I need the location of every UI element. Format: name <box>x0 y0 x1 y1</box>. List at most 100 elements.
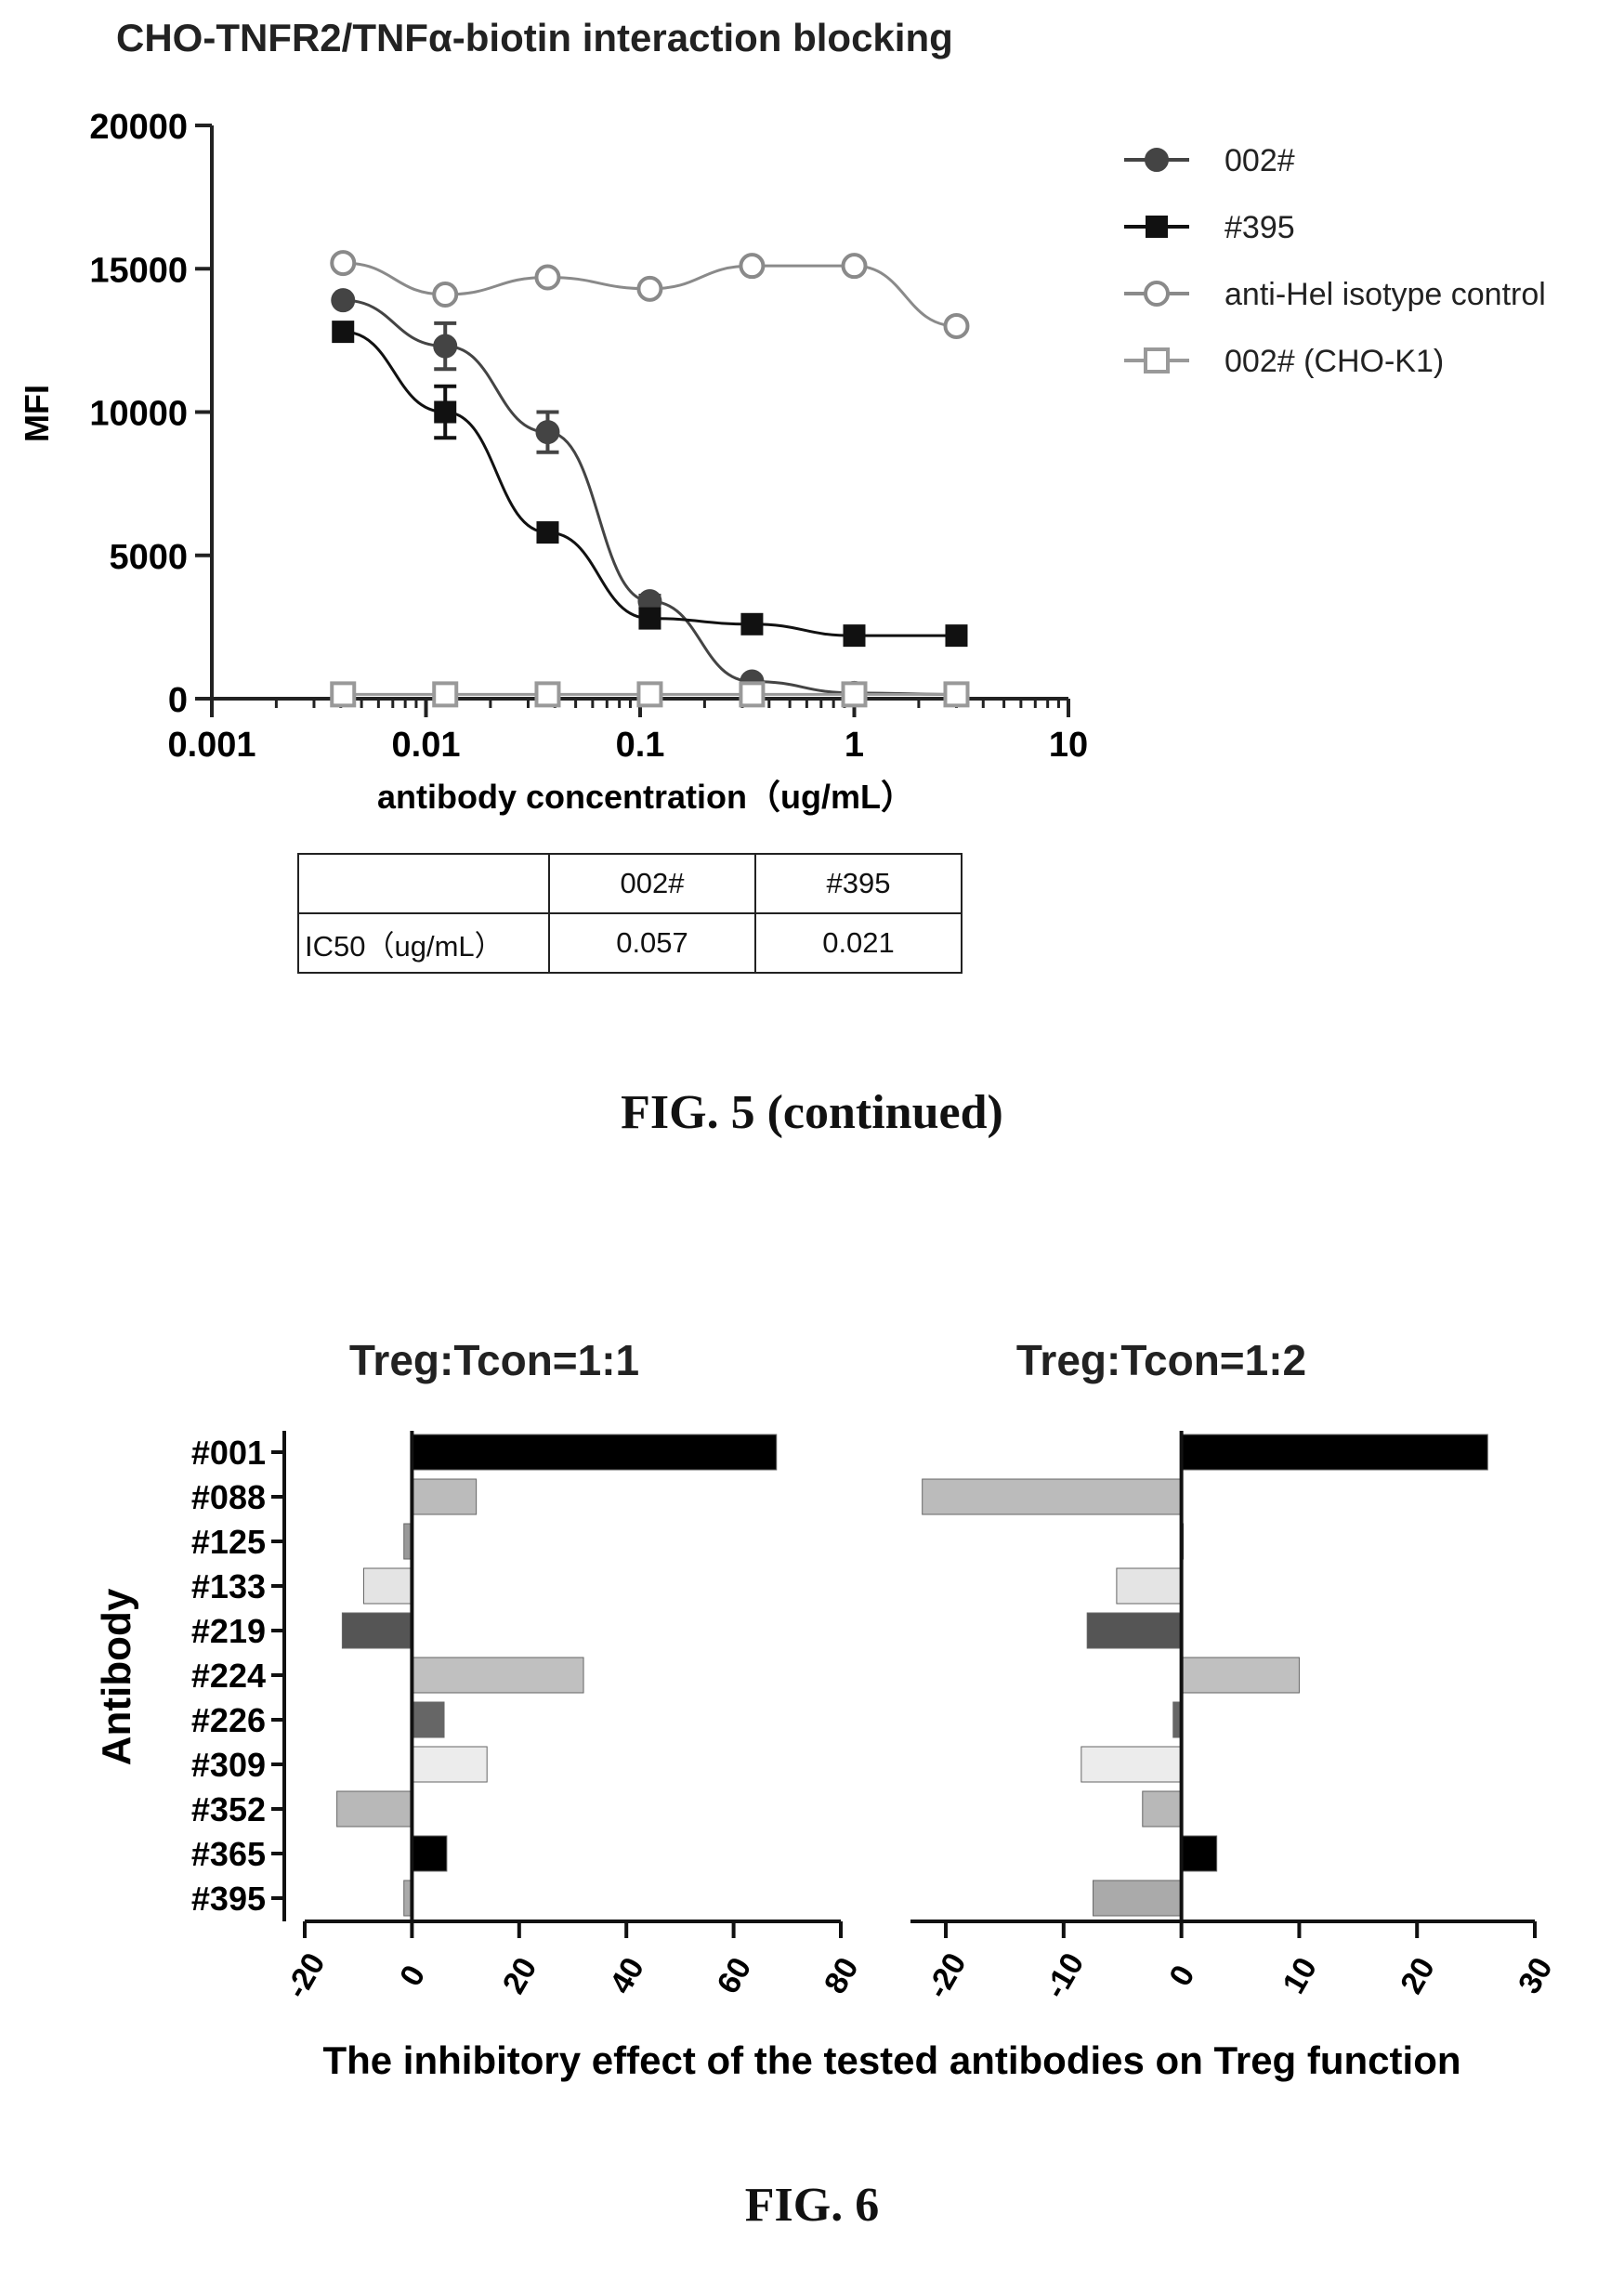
fig5-data-point <box>534 681 561 708</box>
fig6-bar <box>1116 1567 1183 1605</box>
fig6-x-tick-label: 80 <box>818 1952 866 2000</box>
table-header-cell: #395 <box>754 853 963 914</box>
fig5-y-tick-label: 10000 <box>89 395 188 434</box>
fig5-data-point <box>432 681 459 708</box>
fig6-bar-charts: Treg:Tcon=1:1 #001 #088 #125 #133 #219 #224 #22… <box>94 1336 1560 2082</box>
fig5-data-point <box>739 253 766 280</box>
fig5-title: CHO-TNFR2/TNFα-biotin interaction blocki… <box>116 16 953 59</box>
fig5-legend-label: anti-Hel isotype control <box>1225 277 1546 312</box>
fig6-bar <box>411 1478 478 1515</box>
fig5-data-point <box>841 253 868 280</box>
fig6-x-tick-label: 60 <box>711 1952 759 2000</box>
fig6-x-tick-label: 0 <box>393 1959 432 1992</box>
fig5-data-point <box>945 624 968 648</box>
fig5-series-0 <box>331 288 969 707</box>
fig6-category-label: #365 <box>191 1835 266 1873</box>
fig5-data-point <box>739 681 766 708</box>
fig5-y-tick-label: 15000 <box>89 251 188 290</box>
fig6-bar <box>1181 1835 1218 1872</box>
fig6-category-label: #125 <box>191 1523 266 1561</box>
fig6-bar <box>1181 1434 1488 1471</box>
fig5-legend-label: #395 <box>1225 210 1295 245</box>
fig5-data-point <box>434 400 457 424</box>
fig6-bar <box>1093 1880 1183 1917</box>
fig6-x-axis-label: The inhibitory effect of the tested anti… <box>322 2038 1460 2082</box>
fig5-data-point <box>536 521 559 544</box>
fig5-y-tick-label: 0 <box>168 681 188 720</box>
fig6-x-tick-label: 10 <box>1276 1952 1324 2000</box>
fig5-legend-entry: 002# <box>1124 143 1295 178</box>
table-cell: 0.057 <box>548 912 756 974</box>
fig5-data-point <box>943 312 970 339</box>
fig6-bar <box>341 1612 413 1649</box>
fig5-x-tick-label: 0.1 <box>616 726 665 765</box>
table-header-cell: 002# <box>548 853 756 914</box>
fig5-data-point <box>943 681 970 708</box>
fig6-x-tick-label: 0 <box>1162 1959 1201 1992</box>
fig6-x-tick-label: 40 <box>603 1952 651 2000</box>
fig6-caption: FIG. 6 <box>744 2179 880 2232</box>
fig6-bar <box>1080 1746 1183 1783</box>
fig5-series-group <box>330 250 970 708</box>
fig5-data-point <box>433 334 458 359</box>
fig6-category-label: #001 <box>191 1434 266 1472</box>
fig6-y-axis-label: Antibody <box>94 1588 139 1765</box>
fig5-legend-label: 002# (CHO-K1) <box>1225 344 1444 379</box>
fig5-legend-marker <box>1146 216 1168 238</box>
fig6-category-label: #224 <box>191 1657 266 1695</box>
fig6-category-label: #395 <box>191 1880 266 1918</box>
fig6-x-tick-label: 20 <box>1394 1952 1442 2000</box>
fig6-bar <box>411 1657 584 1694</box>
fig5-data-point <box>534 264 561 291</box>
fig6-panel-0: Treg:Tcon=1:1 #001 #088 #125 #133 #219 #224 #22… <box>191 1336 866 2004</box>
fig6-panel-title: Treg:Tcon=1:1 <box>349 1336 639 1384</box>
fig5-data-point <box>432 282 459 308</box>
fig5-legend-marker <box>1144 347 1170 373</box>
fig5-x-axis-label: antibody concentration（ug/mL） <box>377 778 914 816</box>
fig5-series-3 <box>330 681 970 708</box>
table-header-cell <box>297 853 550 914</box>
fig6-bar <box>1142 1790 1183 1828</box>
fig5-legend: 002# #395 anti-Hel isotype control 002# (CH… <box>1124 143 1546 379</box>
fig5-legend-label: 002# <box>1225 143 1295 178</box>
fig5-data-point <box>332 321 355 344</box>
fig5-data-point <box>331 288 356 313</box>
fig6-x-tick-label: -20 <box>279 1947 332 2005</box>
fig6-category-label: #133 <box>191 1567 266 1605</box>
fig5-data-point <box>636 681 663 708</box>
fig6-bar <box>362 1567 413 1605</box>
fig6-panel-1: Treg:Tcon=1:2 -20 -10 0 10 20 30 <box>910 1336 1560 2004</box>
fig6-bar <box>922 1478 1183 1515</box>
fig6-bar <box>411 1434 778 1471</box>
table-row-label: IC50（ug/mL） <box>297 912 550 974</box>
fig6-bar <box>411 1701 445 1738</box>
fig5-data-point <box>535 420 560 445</box>
fig5-legend-entry: #395 <box>1124 210 1295 245</box>
fig5-data-point <box>841 681 868 708</box>
fig5-x-tick-label: 0.01 <box>392 726 461 765</box>
fig6-bar <box>411 1835 448 1872</box>
fig5-data-point <box>740 612 764 636</box>
fig6-category-label: #352 <box>191 1790 266 1828</box>
fig5-x-tick-label: 10 <box>1049 726 1088 765</box>
fig6-bar <box>1181 1657 1300 1694</box>
fig6-bar <box>336 1790 413 1828</box>
fig5-axes: 0 5000 10000 15000 20000 0.001 0.01 0.1 1 10 <box>89 108 1088 765</box>
fig5-y-tick-label: 5000 <box>109 538 188 577</box>
fig6-panel-title: Treg:Tcon=1:2 <box>1016 1336 1306 1384</box>
fig5-series-1 <box>332 321 968 648</box>
table-row: 002# #395 <box>297 853 963 914</box>
fig5-line-chart: CHO-TNFR2/TNFα-biotin interaction blocki… <box>18 16 1546 816</box>
fig5-data-point <box>638 607 661 630</box>
fig5-legend-entry: 002# (CHO-K1) <box>1124 344 1444 379</box>
fig5-legend-marker <box>1145 148 1169 172</box>
fig6-category-label: #088 <box>191 1478 266 1516</box>
table-row: IC50（ug/mL） 0.057 0.021 <box>297 912 963 974</box>
fig5-y-axis-label: MFI <box>18 385 56 442</box>
fig6-category-label: #219 <box>191 1612 266 1650</box>
fig5-y-tick-label: 20000 <box>89 108 188 147</box>
ic50-table: 002# #395 IC50（ug/mL） 0.057 0.021 <box>297 853 963 974</box>
fig5-series-2 <box>330 250 970 339</box>
fig5-data-point <box>330 250 357 277</box>
fig5-x-tick-label: 0.001 <box>167 726 255 765</box>
